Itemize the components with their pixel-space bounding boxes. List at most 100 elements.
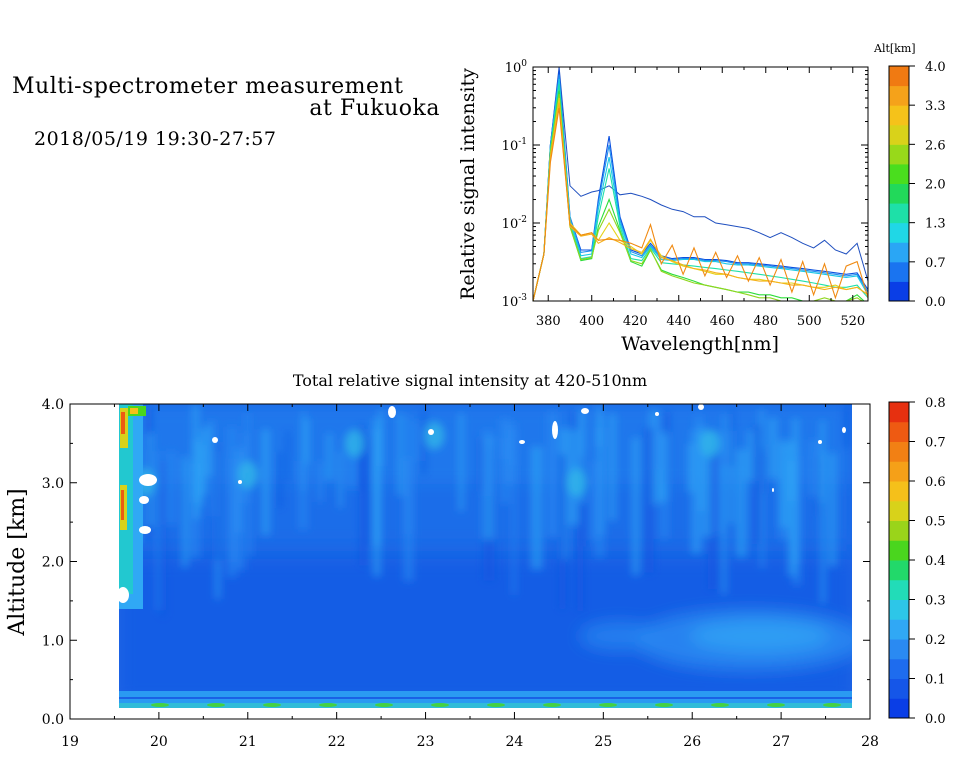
total-x-tick-label: 24: [506, 734, 524, 750]
spectrum-colorbar-swatch: [889, 222, 909, 243]
total-y-tick-label: 0.0: [42, 712, 64, 728]
heatmap-field: [70, 404, 870, 719]
spectrum-colorbar-swatch: [889, 183, 909, 204]
total-x-tick-label: 28: [861, 734, 879, 750]
total-colorbar-swatch: [889, 678, 909, 699]
total-y-axis-label: Altitude [km]: [5, 488, 30, 636]
spectrum-colorbar-swatch: [889, 242, 909, 263]
spectrum-x-tick-label: 500: [797, 314, 822, 329]
total-colorbar-swatch: [889, 599, 909, 620]
total-chart-title: Total relative signal intensity at 420-5…: [293, 371, 647, 390]
spectrum-colorbar-swatch: [889, 281, 909, 302]
total-x-tick-label: 21: [239, 734, 257, 750]
total-colorbar-label: 0.0: [925, 712, 946, 727]
total-colorbar-swatch: [889, 402, 909, 423]
spectrum-colorbar-label: 2.6: [925, 138, 946, 153]
total-x-tick-label: 19: [61, 734, 79, 750]
spectrum-series-line-4: [533, 84, 868, 301]
spectrum-colorbar-swatch: [889, 163, 909, 184]
spectrum-colorbar: Alt[km] 0.0 0.7 1.3 2.0 2.6 3.3 4.0: [873, 42, 946, 310]
spectrum-x-tick-label: 380: [536, 314, 561, 329]
total-x-tick-label: 27: [772, 734, 790, 750]
total-colorbar-swatch: [889, 461, 909, 482]
total-colorbar-swatch: [889, 500, 909, 521]
spectrum-series-group: [533, 67, 868, 301]
left-edge-cloud: [119, 404, 146, 609]
total-colorbar-label: 0.1: [925, 673, 946, 688]
spectrum-series-line-1: [533, 70, 868, 301]
total-colorbar-label: 0.7: [925, 436, 946, 451]
spectrum-series-line-0: [533, 67, 868, 301]
heatmap-ridge: [237, 460, 258, 489]
figure-title-line2: at Fukuoka: [309, 96, 440, 121]
total-axes: 19 20 21 22 23 24 25 26 27 28 0.0 1.0 2.0 3.0 4.0: [42, 397, 879, 750]
measurement-datetime: 2018/05/19 19:30-27:57: [34, 128, 277, 150]
total-y-tick-label: 4.0: [42, 397, 64, 413]
spectrum-colorbar-label: 4.0: [925, 60, 946, 75]
spectrum-series-line-5: [533, 90, 865, 301]
spectrum-y-tick-label: 100: [505, 59, 528, 76]
spectrum-x-tick-label: 520: [840, 314, 865, 329]
spectrum-colorbar-title: Alt[km]: [873, 42, 916, 55]
total-y-tick-label: 1.0: [42, 633, 64, 649]
total-colorbar-label: 0.5: [925, 515, 946, 530]
spectrum-x-tick-label: 420: [623, 314, 648, 329]
total-y-tick-label: 2.0: [42, 555, 64, 571]
total-colorbar-swatch: [889, 560, 909, 581]
total-x-tick-label: 26: [683, 734, 701, 750]
spectrum-colorbar-label: 1.3: [925, 217, 946, 232]
total-colorbar-swatch: [889, 698, 909, 719]
heatmap-ridge: [700, 429, 720, 458]
total-colorbar-swatch: [889, 421, 909, 442]
total-colorbar-swatch: [889, 540, 909, 561]
spectrum-y-axis-label: Relative signal intensity: [457, 68, 479, 300]
spectrum-series-line-8: [533, 102, 868, 301]
spectrum-x-axis-label: Wavelength[nm]: [621, 333, 779, 355]
total-y-tick-label: 3.0: [42, 476, 64, 492]
spectrum-colorbar-swatch: [889, 66, 909, 87]
total-intensity-chart: Total relative signal intensity at 420-5…: [5, 371, 879, 750]
spectrum-colorbar-label: 0.0: [925, 295, 946, 310]
total-colorbar-swatch: [889, 579, 909, 600]
spectrum-colorbar-label: 0.7: [925, 256, 946, 271]
total-colorbar-swatch: [889, 441, 909, 462]
total-colorbar-swatch: [889, 639, 909, 660]
spectrum-colorbar-swatch: [889, 124, 909, 145]
total-colorbar-label: 0.8: [925, 396, 946, 411]
total-x-tick-label: 25: [594, 734, 612, 750]
total-x-tick-label: 22: [328, 734, 346, 750]
spectrum-colorbar-swatch: [889, 261, 909, 282]
spectrum-y-tick-label: 10-1: [502, 137, 527, 154]
total-x-tick-label: 20: [150, 734, 168, 750]
spectrum-colorbar-swatch: [889, 144, 909, 165]
spectrum-colorbar-swatch: [889, 85, 909, 106]
spectrum-series-line-3: [533, 79, 868, 301]
heatmap-ridge: [424, 421, 445, 450]
spectrum-axes: 380 400 420 440 460 480 500 520 10-3 10-2 10-1 100: [502, 59, 868, 329]
spectrum-y-tick-label: 10-3: [502, 293, 528, 310]
total-colorbar-label: 0.2: [925, 633, 946, 648]
spectrum-colorbar-label: 3.3: [925, 99, 946, 114]
total-colorbar: 0.0 0.1 0.2 0.3 0.4 0.5 0.6 0.7 0.8: [888, 396, 946, 727]
total-colorbar-label: 0.3: [925, 594, 946, 609]
spectrum-series-line-6: [533, 93, 864, 301]
spectrum-colorbar-swatch: [889, 105, 909, 126]
spectrum-x-tick-label: 440: [666, 314, 691, 329]
spectrum-x-tick-label: 400: [579, 314, 604, 329]
spectrum-y-tick-label: 10-2: [502, 215, 527, 232]
spectrum-colorbar-swatch: [889, 203, 909, 224]
heatmap-ridge: [344, 429, 365, 458]
spectrum-chart: 380 400 420 440 460 480 500 52010-310-210-1100 …: [457, 59, 869, 355]
spectrum-colorbar-label: 2.0: [925, 178, 946, 193]
surface-layer-band: [119, 691, 852, 697]
total-colorbar-swatch: [889, 481, 909, 502]
spectrum-x-tick-label: 480: [753, 314, 778, 329]
total-colorbar-swatch: [889, 619, 909, 640]
spectrum-series-line-9: [533, 107, 868, 301]
total-colorbar-swatch: [889, 520, 909, 541]
total-colorbar-label: 0.4: [925, 554, 946, 569]
heatmap-ridge: [566, 468, 587, 497]
total-colorbar-label: 0.6: [925, 475, 946, 490]
total-x-tick-label: 23: [417, 734, 435, 750]
